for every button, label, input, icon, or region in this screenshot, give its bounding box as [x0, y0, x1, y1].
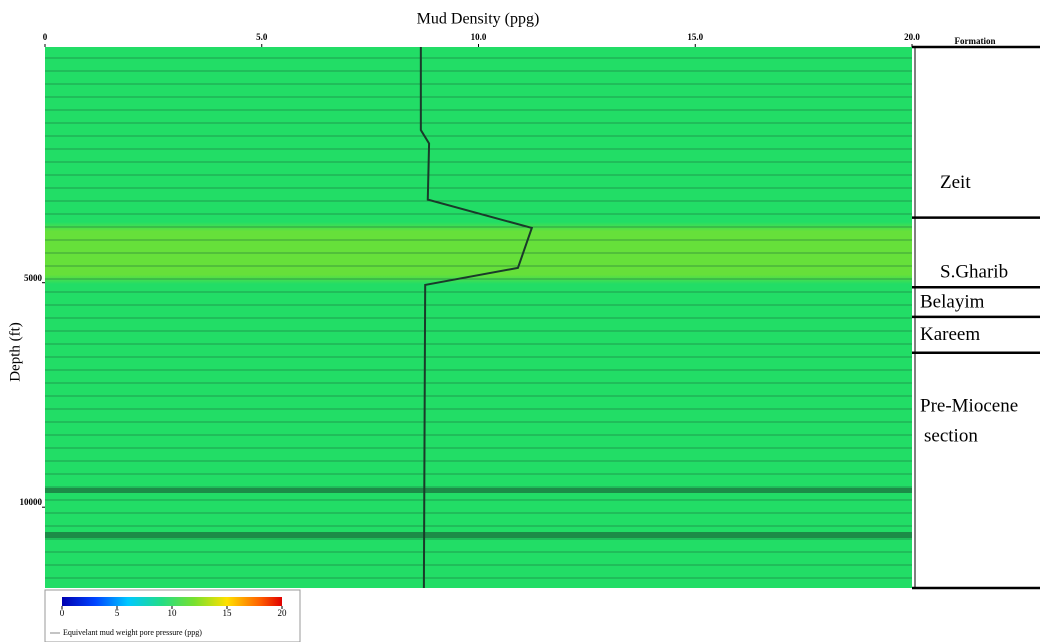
colorbar-tick-label: 10	[168, 608, 178, 618]
x-axis-title: Mud Density (ppg)	[417, 11, 540, 28]
series-line	[419, 47, 534, 589]
x-tick-label: 10.0	[471, 32, 487, 42]
colorbar-tick-label: 20	[278, 608, 288, 618]
x-tick-label: 0	[43, 32, 48, 42]
x-tick-label: 20.0	[904, 32, 920, 42]
formation-label: Kareem	[920, 324, 980, 345]
formation-header: Formation	[955, 36, 996, 46]
colorbar	[62, 597, 282, 606]
formation-label: Pre-Miocene section	[920, 396, 1018, 447]
layer-lines	[45, 47, 912, 588]
x-tick-label: 15.0	[687, 32, 703, 42]
colorbar-tick-label: 15	[223, 608, 233, 618]
layer-line	[45, 532, 912, 538]
x-tick-label: 5.0	[256, 32, 268, 42]
formation-label: Belayim	[920, 291, 985, 312]
y-axis-title: Depth (ft)	[7, 322, 23, 382]
y-tick-label: 5000	[24, 273, 43, 283]
layer-line	[45, 488, 912, 493]
colorbar-tick-label: 0	[60, 608, 65, 618]
colorbar-tick-label: 5	[115, 608, 120, 618]
legend-label: Equivelant mud weight pore pressure (ppg…	[63, 628, 202, 637]
y-tick-label: 10000	[20, 497, 43, 507]
formation-label: Zeit	[940, 172, 971, 193]
formation-label: S.Gharib	[940, 262, 1008, 283]
